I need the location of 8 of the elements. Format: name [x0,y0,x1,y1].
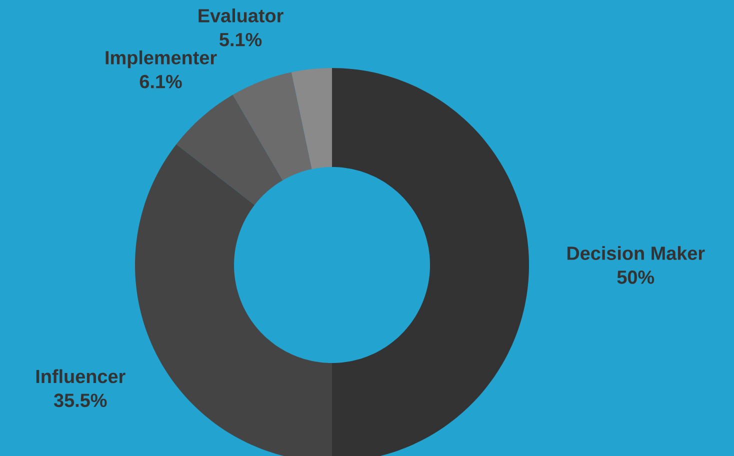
slice-label: Influencer [36,369,126,384]
slice-label: Decision Maker [567,246,705,260]
slice-label: Implementer [106,50,217,68]
data-label: 50% [617,270,654,284]
data-label: 35.5% [54,394,107,408]
slice-label: Evaluator [198,8,284,22]
data-label: 5.1% [220,32,262,46]
data-label: 6.1% [140,74,182,88]
